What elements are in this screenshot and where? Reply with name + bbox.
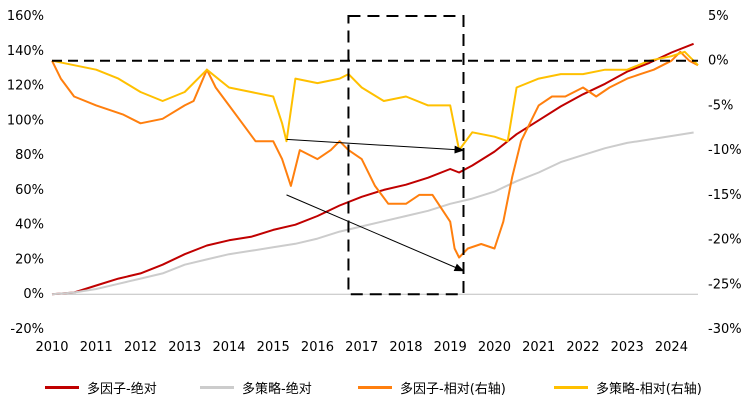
y-right-tick-label: -5% (708, 98, 733, 113)
y-left-tick-label: 40% (15, 218, 44, 233)
y-left-tick-label: 20% (15, 252, 44, 267)
x-tick-label: 2011 (80, 340, 113, 355)
y-left-tick-label: -20% (10, 322, 44, 337)
x-tick-label: 2015 (257, 340, 290, 355)
y-right-tick-label: 5% (708, 9, 729, 24)
x-tick-label: 2012 (124, 340, 157, 355)
chart-legend: 多因子-绝对 多策略-绝对 多因子-相对(右轴) 多策略-相对(右轴) (0, 374, 747, 400)
series-line-1 (51, 131, 694, 296)
x-tick-label: 2023 (611, 340, 644, 355)
y-left-tick-label: 160% (7, 9, 44, 24)
x-tick-label: 2016 (301, 340, 334, 355)
y-right-tick-label: -15% (708, 188, 742, 203)
legend-label-multifactor-rel: 多因子-相对(右轴) (400, 381, 506, 397)
legend-swatch-multifactor-abs (45, 385, 79, 389)
y-left-tick-label: 0% (23, 287, 44, 302)
annotation-arrow-0 (286, 138, 465, 154)
series-line-0 (51, 42, 694, 296)
legend-item-multifactor-abs: 多因子-绝对 (45, 374, 157, 400)
y-right-tick-label: -10% (708, 143, 742, 158)
legend-label-multistrategy-rel: 多策略-相对(右轴) (596, 381, 702, 397)
dashed-highlight-box (347, 15, 465, 296)
x-tick-label: 2018 (389, 340, 422, 355)
legend-swatch-multistrategy-rel (554, 385, 588, 389)
legend-swatch-multifactor-rel (358, 385, 392, 389)
y-right-tick-label: -25% (708, 277, 742, 292)
series-line-3 (51, 50, 699, 152)
legend-swatch-multistrategy-abs (200, 385, 234, 389)
x-tick-label: 2019 (434, 340, 467, 355)
y-left-tick-label: 60% (15, 183, 44, 198)
x-tick-label: 2017 (345, 340, 378, 355)
legend-label-multistrategy-abs: 多策略-绝对 (242, 381, 312, 397)
legend-item-multistrategy-rel: 多策略-相对(右轴) (554, 374, 702, 400)
x-tick-label: 2020 (478, 340, 511, 355)
series-line-2 (51, 50, 699, 259)
y-right-tick-label: -20% (708, 233, 742, 248)
x-tick-label: 2013 (168, 340, 201, 355)
x-tick-label: 2010 (35, 340, 68, 355)
x-tick-label: 2024 (655, 340, 688, 355)
y-right-tick-label: -30% (708, 322, 742, 337)
chart-plot: -20% 0% 20% 40% 60% 80% 100% 120% 140% 160% -30% -2… (7, 9, 742, 355)
legend-item-multistrategy-abs: 多策略-绝对 (200, 374, 312, 400)
x-tick-label: 2022 (566, 340, 599, 355)
x-tick-label: 2021 (522, 340, 555, 355)
y-right-tick-label: 0% (708, 54, 729, 69)
y-left-tick-label: 120% (7, 79, 44, 94)
y-left-tick-label: 80% (15, 148, 44, 163)
legend-item-multifactor-rel: 多因子-相对(右轴) (358, 374, 506, 400)
y-left-tick-label: 140% (7, 44, 44, 59)
legend-label-multifactor-abs: 多因子-绝对 (87, 381, 157, 397)
annotation-arrow-1 (286, 194, 465, 272)
y-left-tick-label: 100% (7, 113, 44, 128)
x-tick-label: 2014 (212, 340, 245, 355)
